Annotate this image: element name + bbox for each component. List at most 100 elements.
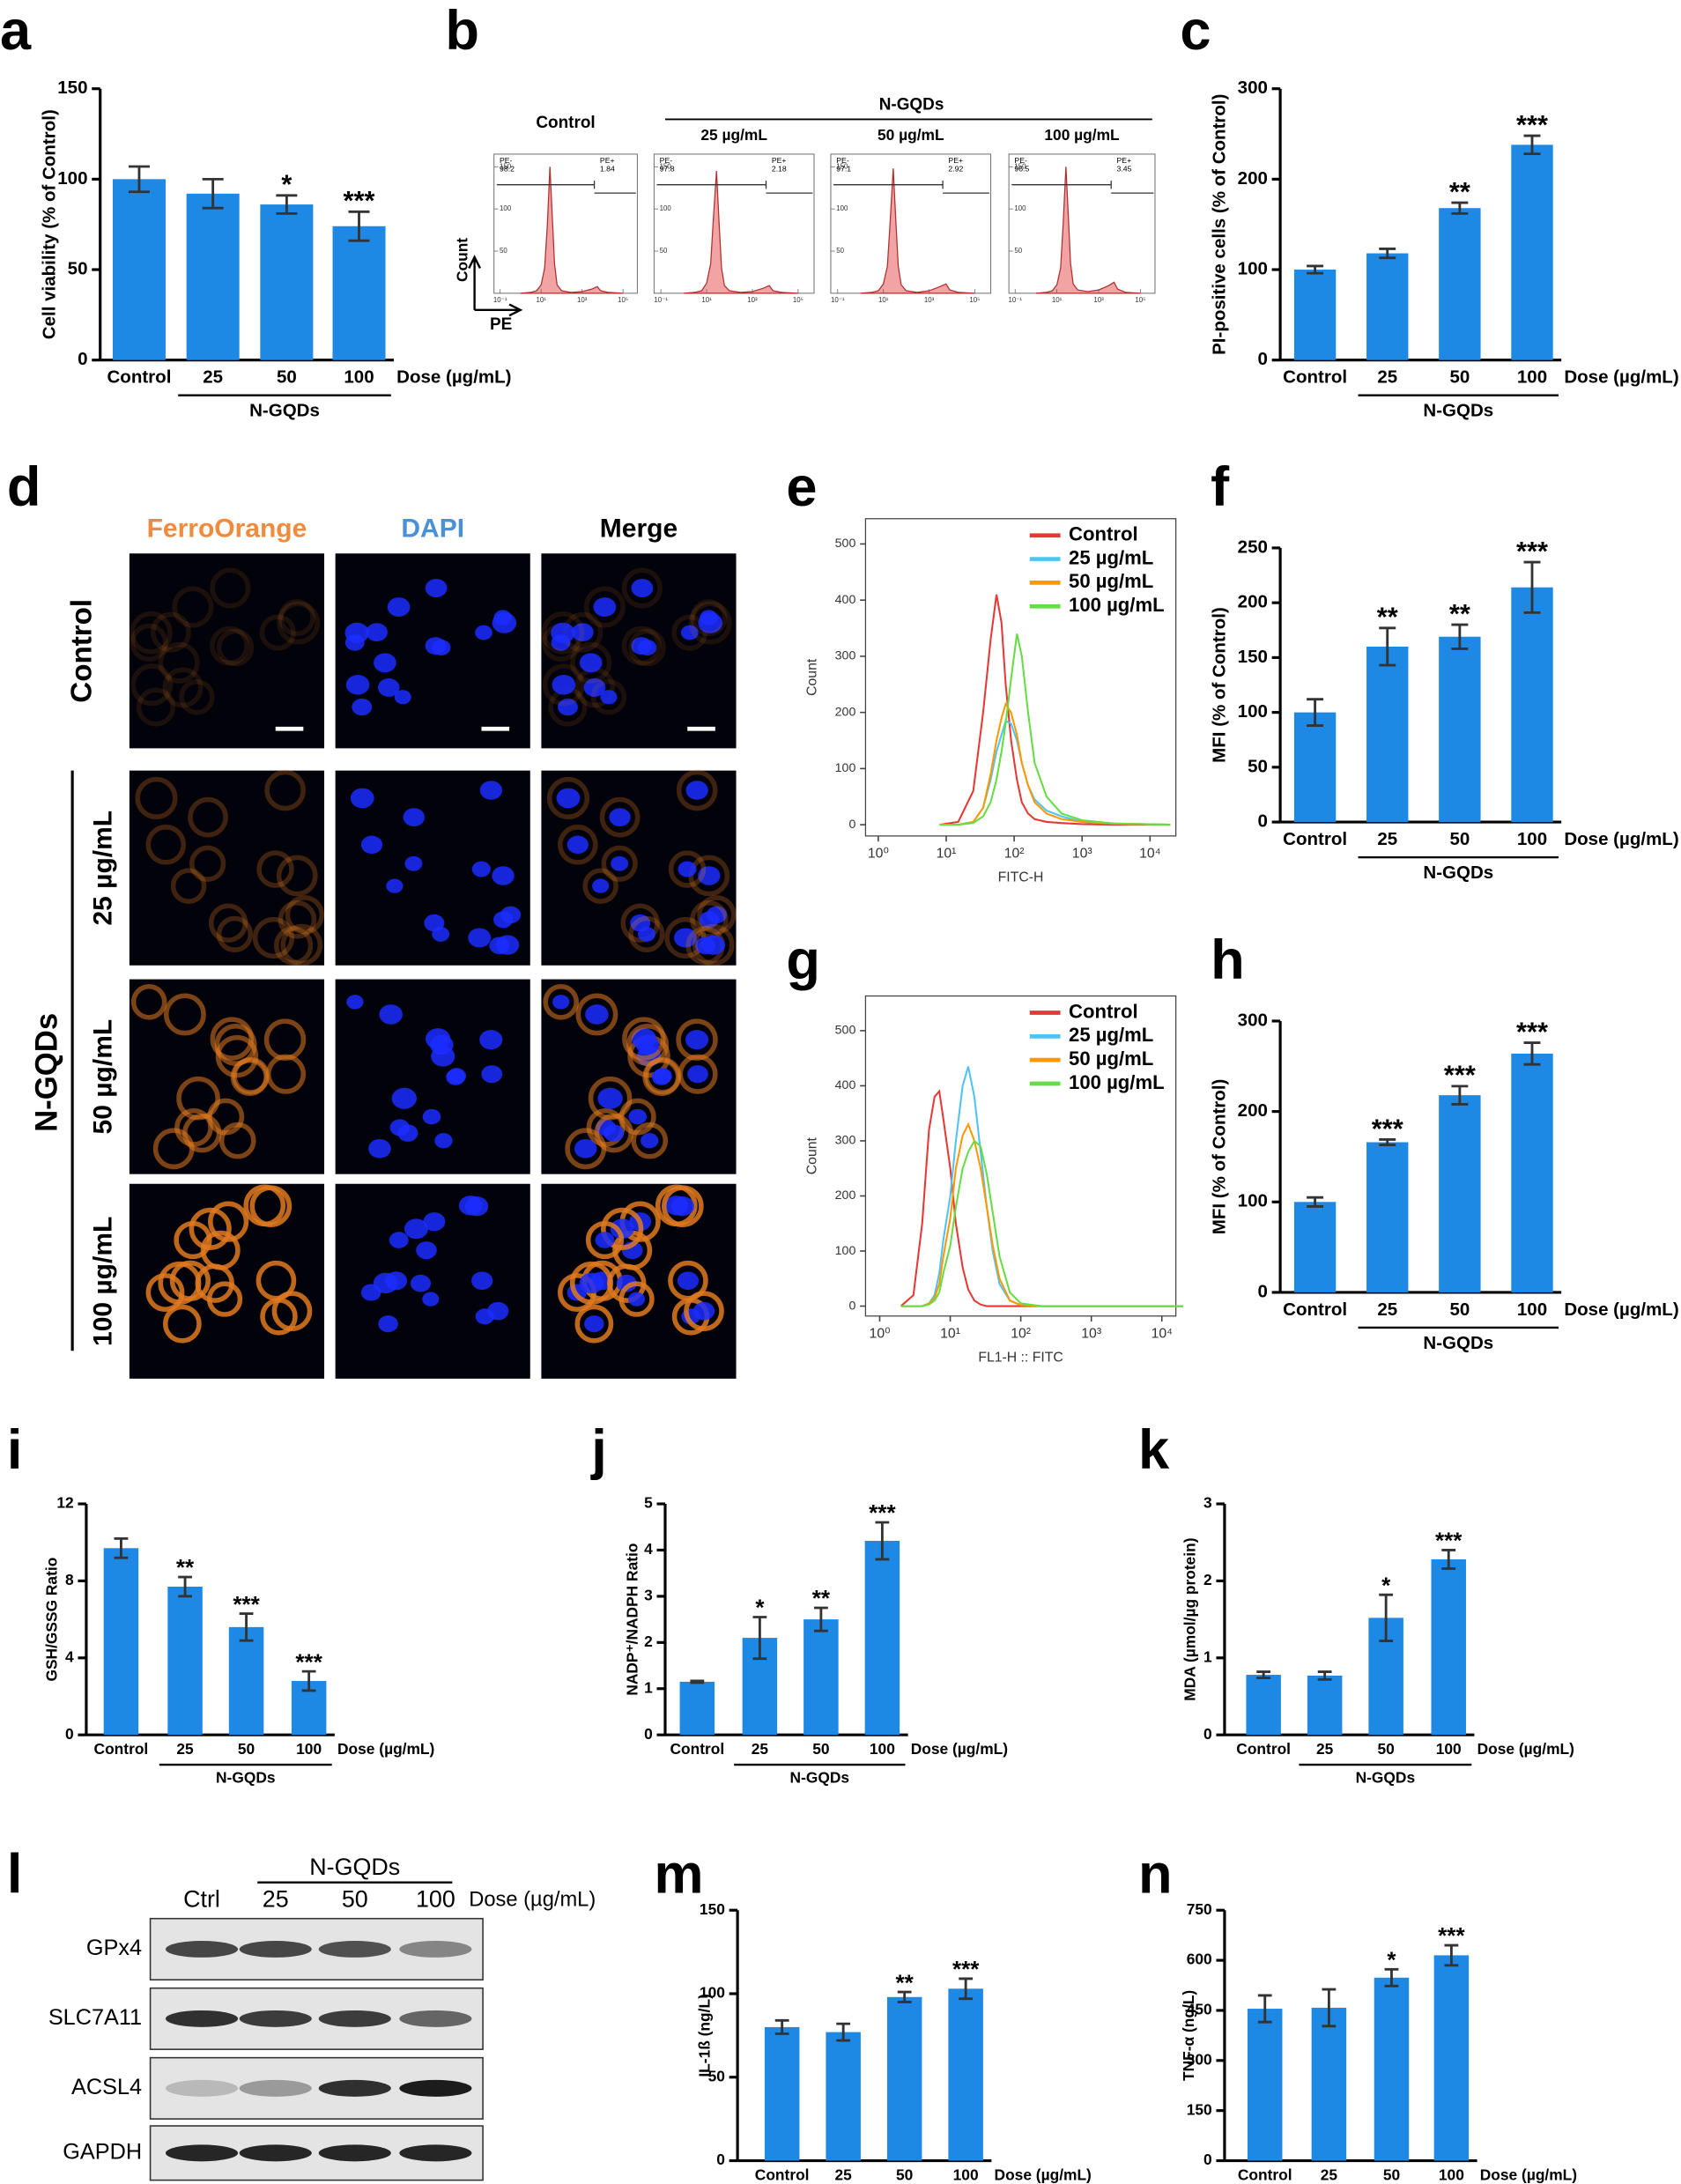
gate-pos-value: 3.45 <box>1117 165 1132 174</box>
x-tick-label: 10⁴ <box>1139 847 1160 862</box>
nucleus <box>610 1218 634 1240</box>
x-tick-label: 10⁴ <box>1152 1326 1173 1341</box>
error-bar <box>836 2022 851 2042</box>
ferro-signal <box>259 614 296 651</box>
x-tick-label: 100 <box>296 1740 322 1758</box>
error-bar <box>1257 1994 1272 2024</box>
gate-pos-label: PE+ <box>948 156 963 165</box>
error-bar <box>1451 201 1469 215</box>
x-tick-label: 10⁻¹ <box>654 296 668 304</box>
gate-neg-label: PE- <box>660 156 673 165</box>
x-tick-label: 100 <box>344 367 374 388</box>
ferro-signal <box>661 1185 704 1228</box>
y-tick-label: 0 <box>1203 2151 1212 2168</box>
bar <box>764 2026 800 2161</box>
x-axis-label: PE <box>490 315 512 334</box>
nucleus <box>350 788 374 809</box>
error-bar <box>348 210 370 242</box>
series-line <box>939 633 1171 826</box>
error-bar <box>1307 698 1324 727</box>
ferro-signal <box>546 776 590 820</box>
series-line <box>900 1122 1183 1307</box>
error-bar <box>301 1669 316 1692</box>
ferro-signal <box>285 895 325 935</box>
y-axis-label: MFI (% of Control) <box>1210 607 1230 763</box>
y-tick-label: 100 <box>500 204 512 212</box>
ferro-signal <box>130 984 167 1020</box>
y-axis-label: NADP⁺/NADPH Ratio <box>623 1544 641 1696</box>
band <box>239 1940 312 1958</box>
nucleus <box>360 835 383 855</box>
y-tick-label: 50 <box>708 2067 725 2084</box>
band <box>318 2010 391 2027</box>
bar <box>1433 1955 1470 2161</box>
ferro-signal <box>684 1291 724 1331</box>
error-bar <box>1317 1670 1332 1681</box>
nucleus <box>567 835 589 855</box>
nucleus <box>583 677 606 697</box>
x-tick-label: Control <box>755 2166 810 2184</box>
nucleus <box>653 1068 672 1085</box>
x-tick-label: Control <box>1238 2166 1292 2184</box>
x-tick-label: 100 <box>1436 1740 1462 1758</box>
nucleus <box>699 911 720 929</box>
x-axis-label: Dose (µg/mL) <box>995 2166 1092 2184</box>
x-tick-label: 50 <box>1449 367 1470 388</box>
y-tick-label: 100 <box>57 168 87 189</box>
y-tick-label: 0 <box>1257 349 1267 369</box>
y-tick-label: 50 <box>68 258 88 278</box>
ferro-signal <box>252 916 295 959</box>
ferro-signal <box>216 915 254 952</box>
y-tick-label: 100 <box>660 204 672 212</box>
flow-histogram <box>520 167 624 294</box>
x-tick-label: 10⁵ <box>793 296 803 304</box>
lane-label: 25 <box>263 1885 289 1912</box>
y-tick-label: 250 <box>1238 537 1268 557</box>
x-axis-label: Dose (µg/mL) <box>1564 1299 1678 1320</box>
panel-letter: d <box>7 456 41 518</box>
ferro-signal <box>145 825 187 865</box>
y-tick-label: 4 <box>65 1647 74 1665</box>
nucleus <box>479 781 503 800</box>
y-axis-label: Count <box>454 238 471 282</box>
nucleus <box>423 1212 446 1232</box>
nucleus <box>611 855 629 871</box>
x-tick-label: 25 <box>203 367 223 388</box>
y-tick-label: 2 <box>1203 1571 1212 1588</box>
error-bar <box>1307 1196 1324 1208</box>
band <box>165 2144 239 2162</box>
y-tick-label: 450 <box>1187 2001 1212 2018</box>
nucleus <box>604 1124 625 1142</box>
band <box>165 2079 239 2097</box>
y-tick-label: 150 <box>1238 647 1268 667</box>
x-axis-label: Dose (µg/mL) <box>469 1888 596 1911</box>
legend-label: 100 µg/mL <box>1069 594 1165 616</box>
y-tick-label: 0 <box>644 1725 653 1743</box>
y-tick-label: 150 <box>660 162 672 170</box>
group-label: N-GQDs <box>1356 1768 1416 1786</box>
nucleus <box>447 1068 467 1085</box>
ferro-signal <box>541 611 585 655</box>
ferro-signal <box>688 601 732 645</box>
band <box>239 2010 312 2027</box>
significance: *** <box>1516 1016 1548 1047</box>
bar <box>1511 587 1553 823</box>
nucleus <box>493 610 512 626</box>
bar <box>679 1681 715 1736</box>
nucleus <box>425 578 448 598</box>
gate-neg-value: 96.5 <box>1014 165 1029 174</box>
x-tick-label: Control <box>1283 1299 1347 1320</box>
ferro-signal <box>271 1291 313 1331</box>
ferro-signal <box>163 993 206 1036</box>
y-tick-label: 150 <box>836 162 848 170</box>
error-bar <box>1523 1041 1541 1066</box>
ferro-signal <box>583 586 626 628</box>
ferro-signal <box>618 1281 655 1317</box>
y-tick-label: 100 <box>1238 1191 1268 1211</box>
group-label: N-GQDs <box>790 1768 850 1786</box>
ferro-signal <box>558 825 598 865</box>
y-tick-label: 400 <box>835 1078 856 1092</box>
ferro-signal <box>575 993 618 1036</box>
y-tick-label: 300 <box>1187 2050 1212 2068</box>
ferro-signal <box>232 1056 270 1095</box>
